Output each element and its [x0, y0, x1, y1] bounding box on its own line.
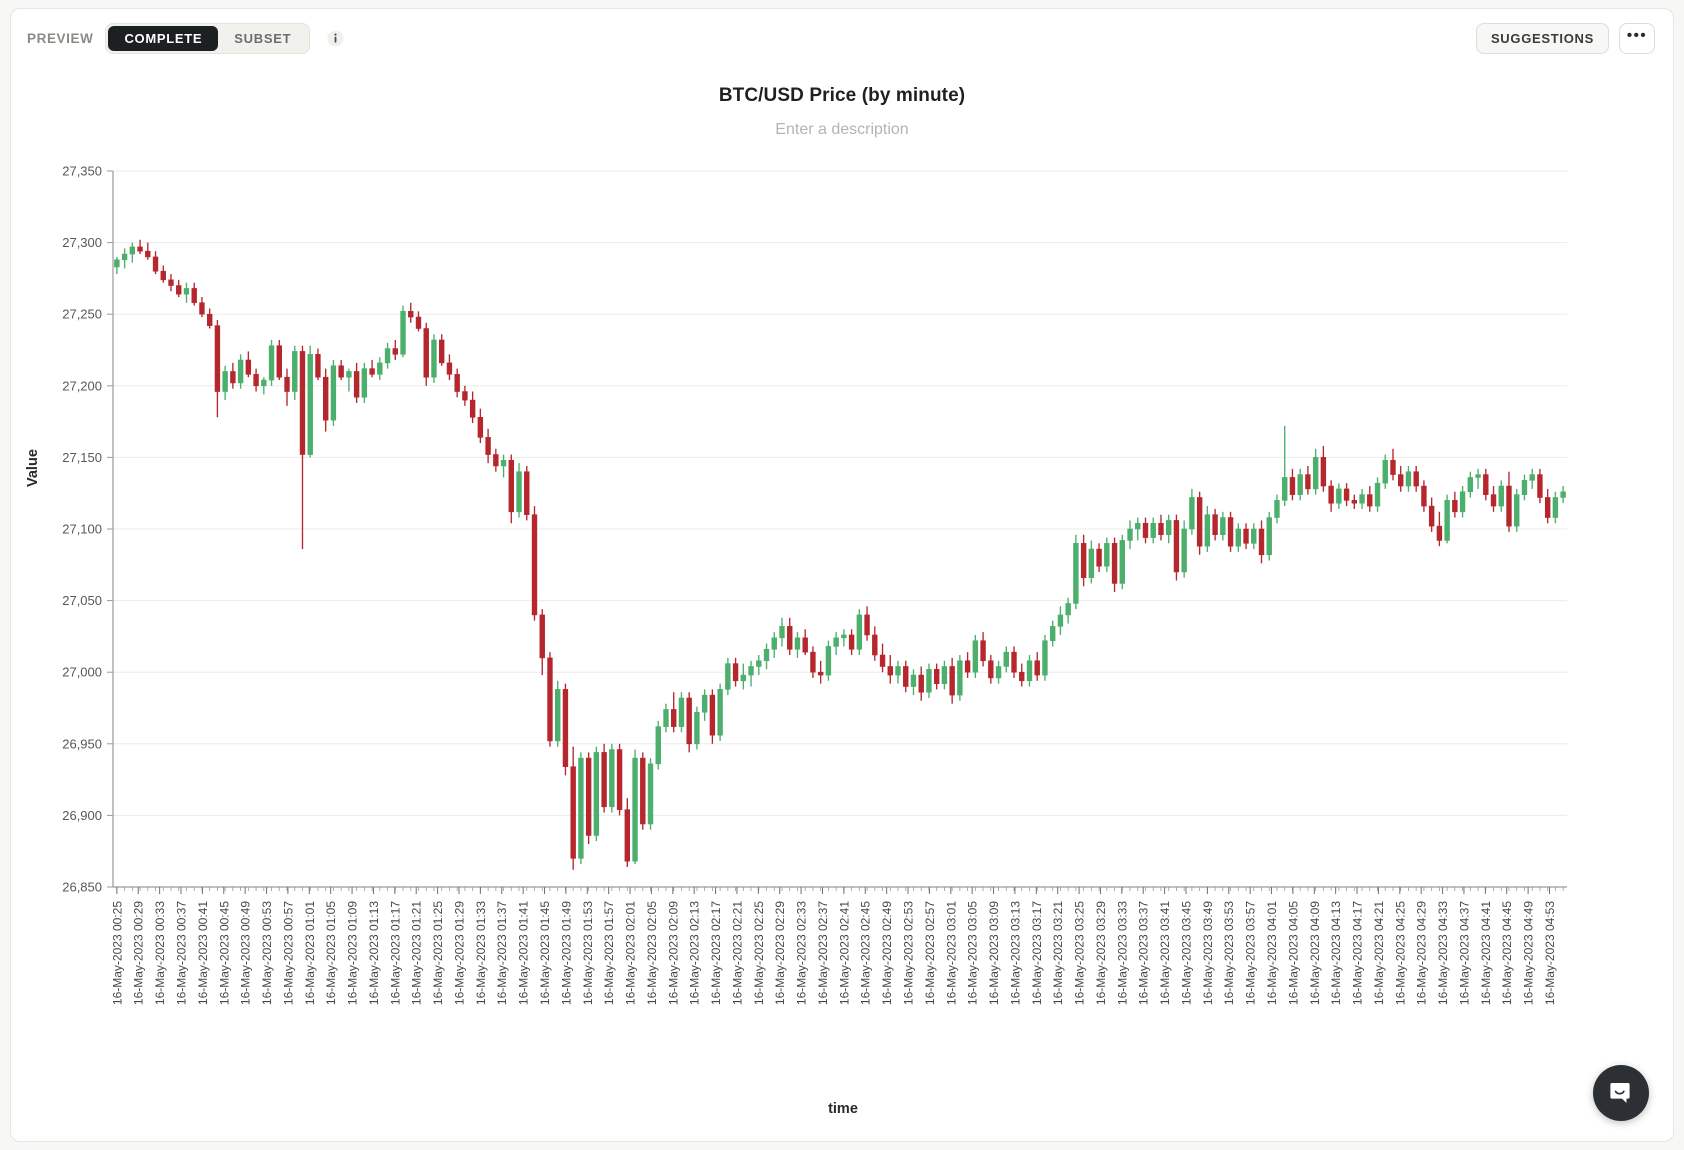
svg-text:16-May-2023 01:25: 16-May-2023 01:25	[431, 901, 445, 1005]
svg-text:16-May-2023 04:41: 16-May-2023 04:41	[1479, 901, 1493, 1005]
more-options-icon[interactable]: •••	[1619, 22, 1655, 54]
candlestick-chart: 26,850 26,900 26,950 27,000 27,050 27,100 27,1…	[62, 164, 1567, 1005]
svg-text:16-May-2023 03:33: 16-May-2023 03:33	[1115, 901, 1129, 1005]
svg-text:16-May-2023 04:21: 16-May-2023 04:21	[1372, 901, 1386, 1005]
svg-text:16-May-2023 04:29: 16-May-2023 04:29	[1415, 901, 1429, 1005]
svg-text:16-May-2023 04:45: 16-May-2023 04:45	[1500, 901, 1514, 1005]
svg-text:27,350: 27,350	[62, 164, 102, 179]
svg-text:16-May-2023 01:37: 16-May-2023 01:37	[495, 901, 509, 1005]
svg-text:16-May-2023 02:57: 16-May-2023 02:57	[923, 901, 937, 1005]
svg-text:16-May-2023 01:17: 16-May-2023 01:17	[388, 901, 402, 1005]
svg-text:16-May-2023 01:05: 16-May-2023 01:05	[324, 901, 338, 1005]
svg-text:16-May-2023 01:21: 16-May-2023 01:21	[410, 901, 424, 1005]
svg-text:16-May-2023 03:41: 16-May-2023 03:41	[1158, 901, 1172, 1005]
info-icon[interactable]	[326, 29, 344, 47]
tab-complete[interactable]: COMPLETE	[108, 25, 219, 51]
svg-text:16-May-2023 02:21: 16-May-2023 02:21	[730, 901, 744, 1005]
svg-text:16-May-2023 02:17: 16-May-2023 02:17	[709, 901, 723, 1005]
svg-text:16-May-2023 02:09: 16-May-2023 02:09	[666, 901, 680, 1005]
svg-text:16-May-2023 04:33: 16-May-2023 04:33	[1436, 901, 1450, 1005]
svg-text:16-May-2023 01:49: 16-May-2023 01:49	[559, 901, 573, 1005]
svg-text:27,200: 27,200	[62, 378, 102, 393]
svg-text:16-May-2023 01:01: 16-May-2023 01:01	[303, 901, 317, 1005]
tab-subset[interactable]: SUBSET	[234, 30, 292, 46]
suggestions-button[interactable]: SUGGESTIONS	[1475, 22, 1609, 54]
svg-text:16-May-2023 03:21: 16-May-2023 03:21	[1051, 901, 1065, 1005]
svg-text:16-May-2023 01:13: 16-May-2023 01:13	[367, 901, 381, 1005]
svg-text:16-May-2023 01:09: 16-May-2023 01:09	[346, 901, 360, 1005]
svg-text:16-May-2023 03:09: 16-May-2023 03:09	[987, 901, 1001, 1005]
toolbar-right-actions: SUGGESTIONS •••	[1475, 22, 1655, 54]
svg-text:16-May-2023 01:45: 16-May-2023 01:45	[538, 901, 552, 1005]
svg-text:16-May-2023 00:37: 16-May-2023 00:37	[175, 901, 189, 1005]
preview-mode-segmented-control[interactable]: COMPLETE SUBSET	[105, 22, 311, 54]
svg-text:16-May-2023 03:01: 16-May-2023 03:01	[944, 901, 958, 1005]
svg-text:16-May-2023 02:41: 16-May-2023 02:41	[837, 901, 851, 1005]
svg-text:16-May-2023 00:53: 16-May-2023 00:53	[260, 901, 274, 1005]
chart-description-placeholder[interactable]: Enter a description	[775, 121, 909, 138]
svg-text:16-May-2023 03:05: 16-May-2023 03:05	[966, 901, 980, 1005]
svg-text:16-May-2023 04:49: 16-May-2023 04:49	[1522, 901, 1536, 1005]
svg-text:16-May-2023 02:29: 16-May-2023 02:29	[773, 901, 787, 1005]
svg-text:16-May-2023 01:33: 16-May-2023 01:33	[474, 901, 488, 1005]
svg-text:16-May-2023 03:57: 16-May-2023 03:57	[1244, 901, 1258, 1005]
svg-text:16-May-2023 02:25: 16-May-2023 02:25	[752, 901, 766, 1005]
svg-text:16-May-2023 00:57: 16-May-2023 00:57	[281, 901, 295, 1005]
svg-text:16-May-2023 00:49: 16-May-2023 00:49	[239, 901, 253, 1005]
svg-text:16-May-2023 03:13: 16-May-2023 03:13	[1008, 901, 1022, 1005]
svg-text:16-May-2023 03:29: 16-May-2023 03:29	[1094, 901, 1108, 1005]
svg-text:16-May-2023 00:33: 16-May-2023 00:33	[153, 901, 167, 1005]
svg-text:16-May-2023 02:49: 16-May-2023 02:49	[880, 901, 894, 1005]
svg-text:16-May-2023 04:25: 16-May-2023 04:25	[1393, 901, 1407, 1005]
svg-text:16-May-2023 04:09: 16-May-2023 04:09	[1308, 901, 1322, 1005]
x-axis-label: time	[828, 1101, 858, 1117]
svg-text:16-May-2023 01:29: 16-May-2023 01:29	[452, 901, 466, 1005]
svg-text:16-May-2023 04:53: 16-May-2023 04:53	[1543, 901, 1557, 1005]
svg-text:27,150: 27,150	[62, 450, 102, 465]
svg-text:16-May-2023 04:17: 16-May-2023 04:17	[1351, 901, 1365, 1005]
svg-text:26,900: 26,900	[62, 808, 102, 823]
svg-text:16-May-2023 04:05: 16-May-2023 04:05	[1286, 901, 1300, 1005]
svg-text:16-May-2023 00:25: 16-May-2023 00:25	[110, 901, 124, 1005]
preview-label: PREVIEW	[27, 30, 94, 46]
svg-text:16-May-2023 02:05: 16-May-2023 02:05	[645, 901, 659, 1005]
chart-title: BTC/USD Price (by minute)	[718, 85, 966, 106]
svg-text:26,950: 26,950	[62, 736, 102, 751]
svg-text:26,850: 26,850	[62, 880, 102, 895]
svg-text:27,100: 27,100	[62, 522, 102, 537]
svg-text:27,300: 27,300	[62, 235, 102, 250]
svg-text:27,050: 27,050	[62, 593, 102, 608]
svg-text:16-May-2023 03:37: 16-May-2023 03:37	[1137, 901, 1151, 1005]
svg-text:16-May-2023 00:45: 16-May-2023 00:45	[217, 901, 231, 1005]
svg-text:16-May-2023 01:41: 16-May-2023 01:41	[517, 901, 531, 1005]
svg-text:16-May-2023 00:41: 16-May-2023 00:41	[196, 901, 210, 1005]
svg-text:16-May-2023 03:25: 16-May-2023 03:25	[1073, 901, 1087, 1005]
svg-text:16-May-2023 01:53: 16-May-2023 01:53	[581, 901, 595, 1005]
svg-text:16-May-2023 03:49: 16-May-2023 03:49	[1201, 901, 1215, 1005]
svg-text:16-May-2023 01:57: 16-May-2023 01:57	[602, 901, 616, 1005]
svg-text:16-May-2023 03:17: 16-May-2023 03:17	[1030, 901, 1044, 1005]
svg-text:16-May-2023 04:01: 16-May-2023 04:01	[1265, 901, 1279, 1005]
svg-text:16-May-2023 02:33: 16-May-2023 02:33	[795, 901, 809, 1005]
svg-text:16-May-2023 02:01: 16-May-2023 02:01	[624, 901, 638, 1005]
svg-text:16-May-2023 04:13: 16-May-2023 04:13	[1329, 901, 1343, 1005]
svg-text:16-May-2023 04:37: 16-May-2023 04:37	[1457, 901, 1471, 1005]
svg-text:16-May-2023 02:45: 16-May-2023 02:45	[859, 901, 873, 1005]
svg-text:16-May-2023 02:37: 16-May-2023 02:37	[816, 901, 830, 1005]
svg-text:16-May-2023 03:53: 16-May-2023 03:53	[1222, 901, 1236, 1005]
svg-text:16-May-2023 02:53: 16-May-2023 02:53	[902, 901, 916, 1005]
chart-plot-area: Value time 26,850 26,900 26,950 27,000 27,05…	[11, 157, 1673, 1141]
svg-text:16-May-2023 00:29: 16-May-2023 00:29	[132, 901, 146, 1005]
toolbar: PREVIEW COMPLETE SUBSET SUGGESTIONS •••	[11, 9, 1673, 67]
svg-text:16-May-2023 03:45: 16-May-2023 03:45	[1179, 901, 1193, 1005]
svg-text:16-May-2023 02:13: 16-May-2023 02:13	[688, 901, 702, 1005]
chat-bubble-icon[interactable]	[1593, 1065, 1649, 1121]
svg-text:27,250: 27,250	[62, 307, 102, 322]
svg-text:27,000: 27,000	[62, 665, 102, 680]
chart-card: PREVIEW COMPLETE SUBSET SUGGESTIONS ••• …	[10, 8, 1674, 1142]
